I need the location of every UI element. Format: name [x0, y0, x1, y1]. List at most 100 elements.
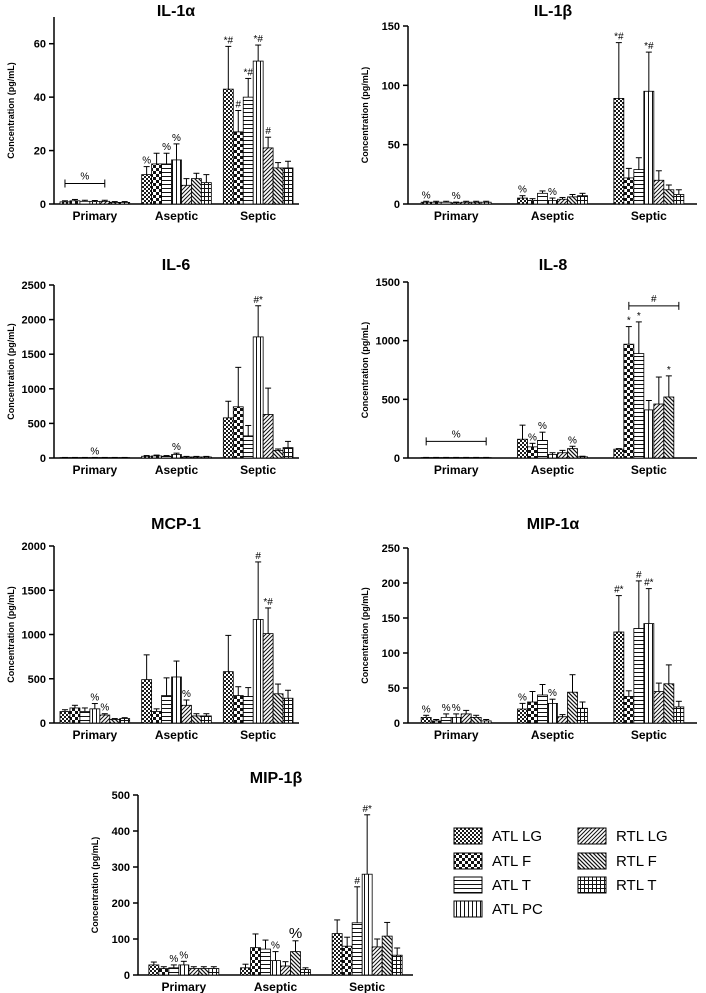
significance-marker: * — [637, 311, 641, 322]
significance-marker: % — [169, 954, 178, 965]
bar-rtl-t — [282, 167, 294, 205]
significance-bracket — [64, 179, 106, 188]
chart-2: IL-6 Concentration (pg/mL) 0 500 1000 1500 200… — [6, 257, 299, 477]
y-axis-label: Concentration (pg/mL) — [360, 587, 370, 684]
charts-layer: IL-1α Concentration (pg/mL) 0 20 40 60 Primary… — [6, 3, 697, 993]
significance-marker: % — [271, 941, 280, 952]
y-tick-label: 150 — [382, 613, 400, 625]
significance-marker: #* — [362, 804, 372, 815]
bar-rtl-lg — [280, 965, 291, 976]
bar-rtl-t — [480, 201, 492, 205]
significance-marker: % — [172, 133, 181, 144]
significance-marker: % — [90, 446, 99, 457]
y-tick-label: 150 — [382, 21, 400, 33]
bar-rtl-f — [381, 935, 393, 976]
bar-atl-f — [623, 343, 635, 459]
bar-atl-t — [440, 201, 452, 205]
bar-atl-f — [527, 701, 538, 724]
x-tick-label: Primary — [434, 209, 479, 223]
significance-marker: % — [548, 187, 557, 198]
legend-swatch — [453, 827, 483, 845]
bar-atl-lg — [59, 711, 71, 724]
y-axis-label: Concentration (pg/mL) — [90, 837, 100, 934]
x-tick-label: Septic — [631, 209, 667, 223]
bar-rtl-t — [282, 447, 294, 459]
y-tick-label: 0 — [40, 199, 46, 211]
bar-rtl-f — [290, 951, 301, 976]
significance-marker: % — [452, 429, 461, 440]
significance-marker: % — [182, 689, 191, 700]
x-tick-label: Septic — [240, 209, 276, 223]
x-tick-label: Primary — [72, 728, 117, 742]
y-tick-label: 200 — [382, 578, 400, 590]
bar-atl-t — [633, 169, 645, 205]
significance-marker: % — [100, 703, 109, 714]
bar-rtl-lg — [181, 456, 192, 459]
bar-atl-lg — [222, 671, 234, 724]
y-tick-label: 500 — [382, 394, 400, 406]
bar-rtl-f — [470, 717, 482, 724]
bar-rtl-t — [119, 718, 131, 724]
legend-swatch — [577, 852, 607, 870]
x-tick-label: Aseptic — [254, 980, 298, 993]
bar-rtl-f — [663, 683, 675, 724]
y-tick-label: 400 — [112, 826, 130, 838]
bar-atl-t — [242, 96, 254, 205]
bar-rtl-lg — [181, 704, 192, 724]
x-tick-label: Aseptic — [531, 463, 575, 477]
bar-atl-t — [351, 922, 363, 976]
bar-rtl-f — [191, 178, 202, 205]
bar-atl-f — [430, 720, 442, 724]
significance-marker: # — [354, 876, 360, 887]
y-tick-label: 0 — [394, 453, 400, 465]
bar-rtl-t — [208, 968, 220, 976]
bar-rtl-lg — [460, 713, 472, 724]
bar-atl-f — [151, 455, 162, 459]
significance-marker: % — [80, 171, 89, 182]
y-tick-label: 60 — [34, 39, 46, 51]
bar-atl-pc — [89, 708, 101, 724]
bar-atl-pc — [643, 623, 655, 724]
bar-rtl-f — [663, 396, 675, 459]
bar-atl-pc — [547, 703, 558, 724]
legend-swatch — [453, 852, 483, 870]
bar-atl-t — [161, 695, 172, 724]
legend-label: ATL LG — [492, 828, 542, 845]
bar-rtl-f — [272, 693, 284, 724]
bar-atl-pc — [547, 454, 558, 459]
bar-atl-t — [537, 192, 548, 205]
significance-marker: % — [452, 703, 461, 714]
x-tick-label: Septic — [240, 463, 276, 477]
bar-atl-lg — [517, 197, 528, 205]
chart-title: MCP-1 — [151, 516, 201, 533]
bar-rtl-lg — [262, 414, 274, 459]
legend-item-atl-lg: ATL LG — [453, 827, 542, 845]
y-tick-label: 2500 — [22, 280, 46, 292]
y-tick-label: 0 — [40, 453, 46, 465]
significance-marker: % — [422, 190, 431, 201]
legend-label: RTL F — [616, 853, 657, 870]
x-tick-label: Aseptic — [155, 463, 199, 477]
bar-atl-t — [633, 628, 645, 724]
y-axis-label: Concentration (pg/mL) — [360, 67, 370, 164]
bar-atl-lg — [222, 88, 234, 205]
x-tick-label: Septic — [631, 463, 667, 477]
bar-atl-f — [69, 707, 81, 724]
bar-rtl-f — [109, 201, 121, 205]
significance-marker: # — [636, 570, 642, 581]
legend-label: RTL LG — [616, 828, 668, 845]
bar-rtl-t — [391, 954, 403, 976]
bar-atl-lg — [141, 455, 153, 459]
bar-atl-lg — [240, 967, 251, 976]
bar-atl-f — [527, 446, 538, 459]
significance-marker: * — [667, 365, 671, 376]
bar-atl-lg — [141, 679, 153, 724]
y-tick-label: 2000 — [22, 541, 46, 553]
significance-marker: #* — [644, 578, 654, 589]
bar-rtl-t — [577, 456, 588, 459]
bar-atl-f — [623, 177, 635, 205]
significance-marker: #* — [253, 295, 263, 306]
bar-atl-lg — [59, 201, 71, 205]
bar-atl-f — [232, 131, 244, 205]
y-tick-label: 40 — [34, 92, 46, 104]
